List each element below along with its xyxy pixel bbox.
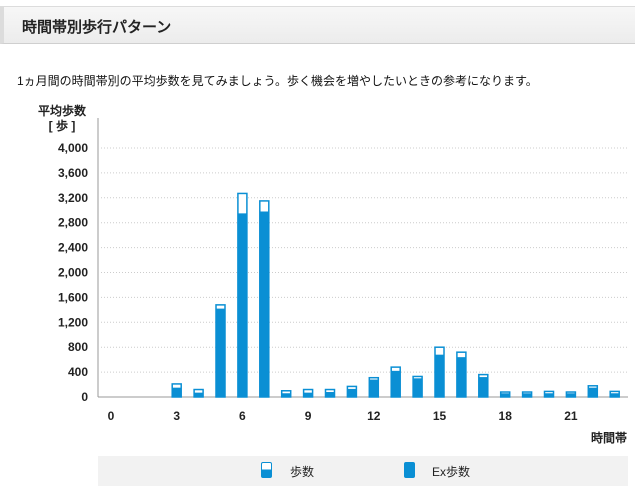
y-tick-label: 2,000 bbox=[58, 266, 88, 280]
bar-ex-steps bbox=[500, 393, 510, 397]
bar-ex-steps bbox=[259, 211, 269, 397]
bar-ex-steps bbox=[391, 370, 401, 397]
legend-swatch-ex-steps bbox=[404, 462, 415, 478]
y-tick-label: 3,200 bbox=[58, 191, 88, 205]
bar-ex-steps bbox=[281, 393, 291, 397]
x-tick-label: 9 bbox=[305, 409, 312, 423]
bar-ex-steps bbox=[456, 357, 466, 397]
chart-legend: 歩数 Ex歩数 bbox=[98, 456, 628, 486]
bar-ex-steps bbox=[544, 393, 554, 397]
x-tick-label: 21 bbox=[564, 409, 578, 423]
bar-ex-steps bbox=[566, 393, 576, 397]
description-text: 1ヵ月間の時間帯別の平均歩数を見てみましょう。歩く機会を増やしたいときの参考にな… bbox=[17, 74, 538, 88]
legend-label-ex-steps: Ex歩数 bbox=[432, 465, 471, 479]
x-axis-label: 時間帯 bbox=[590, 431, 627, 445]
y-tick-label: 4,000 bbox=[58, 141, 88, 155]
bar-ex-steps bbox=[194, 392, 204, 397]
bar-ex-steps bbox=[588, 387, 598, 397]
y-tick-label: 1,600 bbox=[58, 290, 88, 304]
y-tick-label: 800 bbox=[68, 340, 88, 354]
y-tick-label: 1,200 bbox=[58, 315, 88, 329]
y-axis-unit: [ 歩 ] bbox=[48, 119, 76, 133]
y-tick-label: 2,400 bbox=[58, 241, 88, 255]
bar-ex-steps bbox=[325, 392, 335, 397]
bar-ex-steps bbox=[347, 388, 357, 397]
bar-ex-steps bbox=[413, 378, 423, 397]
y-tick-label: 400 bbox=[68, 365, 88, 379]
x-tick-label: 18 bbox=[499, 409, 513, 423]
bar-ex-steps bbox=[435, 354, 444, 397]
bar-ex-steps bbox=[237, 213, 247, 397]
x-tick-label: 12 bbox=[367, 409, 381, 423]
y-axis-label-block: 平均歩数 [ 歩 ] bbox=[32, 104, 92, 134]
y-tick-label: 3,600 bbox=[58, 166, 88, 180]
legend-swatch-steps bbox=[261, 462, 272, 478]
x-tick-label: 3 bbox=[173, 409, 180, 423]
bar-ex-steps bbox=[522, 393, 532, 397]
bar-ex-steps bbox=[610, 393, 620, 397]
bar-ex-steps bbox=[172, 387, 182, 397]
legend-label-steps: 歩数 bbox=[290, 465, 315, 479]
x-tick-label: 0 bbox=[108, 409, 115, 423]
panel-title: 時間帯別歩行パターン bbox=[22, 19, 172, 36]
bar-ex-steps bbox=[478, 377, 488, 397]
bar-ex-steps bbox=[369, 379, 379, 397]
x-tick-label: 15 bbox=[433, 409, 447, 423]
y-axis-label: 平均歩数 bbox=[37, 104, 86, 118]
bar-ex-steps bbox=[216, 308, 225, 397]
y-tick-label: 0 bbox=[81, 390, 88, 404]
panel-header: 時間帯別歩行パターン bbox=[0, 6, 635, 44]
y-tick-label: 2,800 bbox=[58, 216, 88, 230]
x-tick-label: 6 bbox=[239, 409, 246, 423]
bar-ex-steps bbox=[303, 392, 313, 397]
